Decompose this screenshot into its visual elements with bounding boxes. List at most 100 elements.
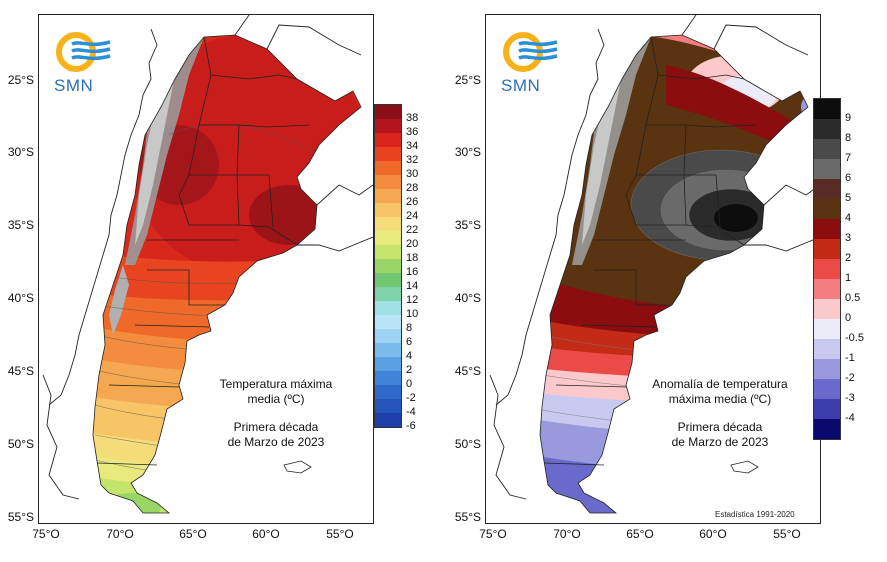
legend-swatch xyxy=(814,299,840,319)
legend-swatch xyxy=(375,399,401,413)
lon-label: 65°O xyxy=(626,527,654,541)
legend-label: 4 xyxy=(845,212,852,224)
smn-logo: SMN xyxy=(54,30,114,102)
legend-swatch xyxy=(814,339,840,359)
statistics-credit: Estadística 1991-2020 xyxy=(715,510,795,519)
legend-swatch xyxy=(375,343,401,357)
province-borders xyxy=(92,34,362,514)
lat-label: 30°S xyxy=(7,145,34,159)
legend-swatch xyxy=(814,259,840,279)
legend-label: -1 xyxy=(845,352,855,364)
legend-label: 28 xyxy=(406,182,419,194)
agency-name: SMN xyxy=(501,76,541,95)
legend-swatch xyxy=(814,99,840,119)
legend-swatch xyxy=(375,147,401,161)
legend-label: 4 xyxy=(406,350,413,362)
legend-label: 20 xyxy=(406,238,419,250)
lat-label: 35°S xyxy=(454,218,481,232)
legend-label: 32 xyxy=(406,154,419,166)
legend-label: 9 xyxy=(845,112,852,124)
legend-label: 16 xyxy=(406,266,419,278)
lon-label: 70°O xyxy=(106,527,134,541)
legend-label: 7 xyxy=(845,152,852,164)
legend-label: 34 xyxy=(406,140,419,152)
title-line: Anomalía de temperatura xyxy=(652,377,788,391)
lon-label: 65°O xyxy=(179,527,207,541)
legend-label: 1 xyxy=(845,272,852,284)
legend-label: 36 xyxy=(406,126,419,138)
legend-label: 24 xyxy=(406,210,419,222)
legend-swatch xyxy=(814,399,840,419)
legend-label: 2 xyxy=(406,364,413,376)
legend-swatch xyxy=(814,159,840,179)
legend-swatch xyxy=(375,413,401,427)
legend-color-bar xyxy=(813,98,841,440)
lon-label: 75°O xyxy=(32,527,60,541)
legend-label: 5 xyxy=(845,192,852,204)
legend-label: 8 xyxy=(845,132,852,144)
lat-label: 55°S xyxy=(454,510,481,524)
legend-label: 2 xyxy=(845,252,852,264)
legend-swatch xyxy=(375,175,401,189)
legend-swatch xyxy=(814,179,840,199)
legend-swatch xyxy=(375,217,401,231)
lon-label: 55°O xyxy=(773,527,801,541)
legend-swatch xyxy=(375,105,401,119)
period-line: Primera década xyxy=(677,420,763,434)
lon-label: 60°O xyxy=(699,527,727,541)
lat-label: 50°S xyxy=(7,437,34,451)
legend-swatch xyxy=(375,287,401,301)
legend-label: 30 xyxy=(406,168,419,180)
lon-label: 75°O xyxy=(479,527,507,541)
legend-label: 0 xyxy=(406,378,413,390)
period-line: de Marzo de 2023 xyxy=(671,435,769,449)
legend-label: -2 xyxy=(406,392,416,404)
legend-label: 26 xyxy=(406,196,419,208)
legend-swatch xyxy=(814,359,840,379)
legend-label: -2 xyxy=(845,372,855,384)
lat-label: 25°S xyxy=(7,73,34,87)
legend-swatch xyxy=(814,319,840,339)
legend-swatch xyxy=(814,219,840,239)
lon-label: 70°O xyxy=(553,527,581,541)
title-line: Temperatura máxima xyxy=(219,377,333,391)
lat-label: 45°S xyxy=(454,364,481,378)
legend-swatch xyxy=(375,357,401,371)
legend-swatch xyxy=(814,239,840,259)
lat-label: 55°S xyxy=(7,510,34,524)
legend-label: 3 xyxy=(845,232,852,244)
max-temperature-map-panel: 25°S 30°S 35°S 40°S 45°S 50°S 55°S 75°O … xyxy=(0,0,440,562)
legend-swatch xyxy=(814,279,840,299)
legend-label: 0 xyxy=(845,312,852,324)
legend-label: 10 xyxy=(406,308,419,320)
period-line: Primera década xyxy=(233,420,319,434)
smn-sun-wave-icon xyxy=(503,32,558,72)
legend-swatch xyxy=(375,231,401,245)
legend-swatch xyxy=(375,189,401,203)
legend-swatch xyxy=(375,133,401,147)
max-temperature-map xyxy=(38,14,374,524)
lat-label: 25°S xyxy=(454,73,481,87)
legend-swatch xyxy=(375,259,401,273)
lon-label: 60°O xyxy=(252,527,280,541)
map-period: Primera década de Marzo de 2023 xyxy=(635,420,805,450)
legend-label: 18 xyxy=(406,252,419,264)
province-borders xyxy=(539,34,809,514)
lat-label: 50°S xyxy=(454,437,481,451)
temperature-anomaly-map-panel: 25°S 30°S 35°S 40°S 45°S 50°S 55°S 75°O … xyxy=(447,0,887,562)
smn-sun-wave-icon xyxy=(56,32,111,72)
legend-label: -6 xyxy=(406,420,416,432)
legend-swatch xyxy=(375,203,401,217)
legend-label: -4 xyxy=(845,412,855,424)
legend-swatch xyxy=(375,161,401,175)
lat-label: 35°S xyxy=(7,218,34,232)
title-line: máxima media (ºC) xyxy=(668,392,772,406)
map-title: Temperatura máxima media (ºC) xyxy=(196,377,356,407)
map-title: Anomalía de temperatura máxima media (ºC… xyxy=(635,377,805,407)
temperature-anomaly-map xyxy=(485,14,821,524)
legend-label: 38 xyxy=(406,112,419,124)
legend-label: 0.5 xyxy=(845,292,861,304)
agency-name: SMN xyxy=(54,76,94,95)
legend-label: 14 xyxy=(406,280,419,292)
legend-label: -0.5 xyxy=(845,332,864,344)
